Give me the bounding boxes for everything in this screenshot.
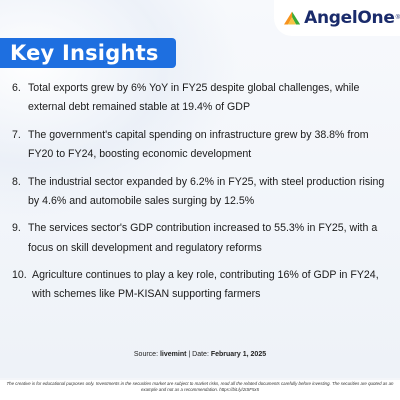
list-item: 6. Total exports grew by 6% YoY in FY25 … [12, 79, 394, 117]
list-item: 8. The industrial sector expanded by 6.2… [12, 173, 394, 211]
source-label: Source: [133, 351, 159, 358]
item-text: The government's capital spending on inf… [28, 128, 369, 160]
list-item: 9. The services sector's GDP contributio… [12, 219, 394, 257]
brand-logo: AngelOne ® [274, 0, 400, 36]
item-text: Agriculture continues to play a key role… [32, 269, 379, 301]
item-text: Total exports grew by 6% YoY in FY25 des… [28, 82, 360, 114]
date-label: Date: [192, 351, 209, 358]
title-banner: Key Insights [0, 38, 176, 68]
item-number: 9. [12, 222, 21, 235]
disclaimer-text: The creative is for educational purposes… [0, 380, 400, 400]
source-value: livemint [159, 351, 187, 358]
page-title: Key Insights [10, 41, 159, 65]
item-number: 6. [12, 82, 21, 94]
angelone-logo-icon [284, 11, 301, 25]
list-item: 7. The government's capital spending on … [12, 126, 394, 164]
item-text: The services sector's GDP contribution i… [28, 222, 378, 254]
item-number: 8. [12, 175, 21, 188]
background-swirl [0, 0, 240, 220]
insights-card: AngelOne ® Key Insights 6. Total exports … [0, 0, 400, 378]
source-separator: | [188, 351, 191, 358]
item-number: 7. [12, 128, 21, 141]
date-value: February 1, 2025 [210, 351, 267, 358]
brand-registered-mark: ® [395, 15, 400, 21]
source-line: Source: livemint | Date: February 1, 202… [0, 351, 400, 358]
list-item: 10. Agriculture continues to play a key … [12, 266, 394, 304]
brand-name: AngelOne [304, 8, 395, 28]
insights-list: 6. Total exports grew by 6% YoY in FY25 … [12, 79, 394, 313]
item-text: The industrial sector expanded by 6.2% i… [28, 175, 385, 207]
item-number: 10. [12, 269, 27, 282]
